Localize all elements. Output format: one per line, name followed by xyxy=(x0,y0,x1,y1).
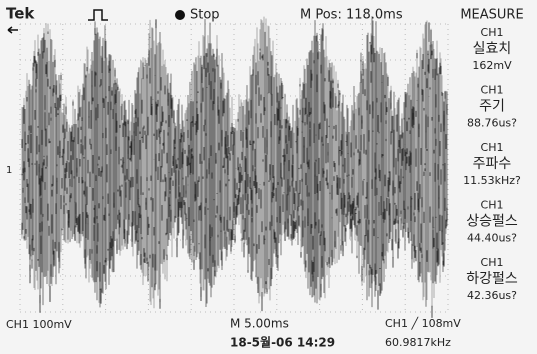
measure-channel: CH1 xyxy=(481,256,504,269)
timebase: M 5.00ms xyxy=(230,317,289,331)
trigger-level: CH1 ╱ 108mV xyxy=(385,316,461,330)
measure-value: 162mV xyxy=(472,59,512,72)
measure-channel: CH1 xyxy=(481,199,504,212)
vertical-scale: CH1 100mV xyxy=(6,318,72,331)
date-time: 18-5월-06 14:29 xyxy=(230,335,335,350)
stop-dot xyxy=(175,10,185,20)
measure-channel: CH1 xyxy=(481,84,504,97)
oscilloscope-screen: Tek Stop M Pos: 118.0ms MEASURE 1 CH1 실효치… xyxy=(0,0,537,354)
position: M Pos: 118.0ms xyxy=(300,8,403,23)
measure-label: 하강펄스 xyxy=(466,271,518,287)
measure-channel: CH1 xyxy=(481,141,504,154)
measure-channel: CH1 xyxy=(481,26,504,39)
measure-label: 상승펄스 xyxy=(466,214,518,230)
measure-value: 44.40us? xyxy=(467,232,517,245)
status: Stop xyxy=(190,8,220,23)
measure-label: 주파수 xyxy=(473,156,512,172)
channel-marker: 1 xyxy=(6,165,12,176)
measure-value: 42.36us? xyxy=(467,289,517,302)
measure-value: 88.76us? xyxy=(467,117,517,130)
measure-label: 실효치 xyxy=(473,41,512,57)
page: Tek Stop M Pos: 118.0ms MEASURE 1 CH1 실효치… xyxy=(0,0,537,354)
brand: Tek xyxy=(6,5,35,23)
measure-title: MEASURE xyxy=(460,8,523,23)
trigger-frequency: 60.9817kHz xyxy=(385,336,451,349)
measure-label: 주기 xyxy=(479,99,505,115)
measure-value: 11.53kHz? xyxy=(463,174,521,187)
